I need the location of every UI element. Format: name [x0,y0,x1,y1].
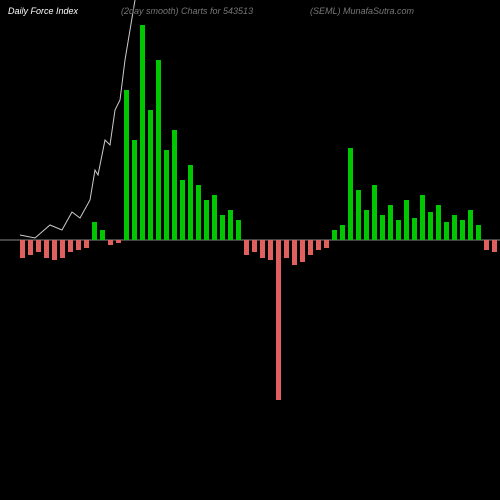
bar [76,240,81,250]
bar [460,220,465,240]
bar [444,222,449,240]
bar [196,185,201,240]
bar [308,240,313,255]
bar [436,205,441,240]
bar [252,240,257,252]
bar [452,215,457,240]
bar [388,205,393,240]
bar [180,180,185,240]
bar [60,240,65,258]
bar [372,185,377,240]
price-line [20,0,135,238]
bar [332,230,337,240]
bar [44,240,49,258]
bar [68,240,73,252]
bar [236,220,241,240]
header-left: Daily Force Index [8,6,78,16]
bar [484,240,489,250]
bar [188,165,193,240]
bar [244,240,249,255]
bar [212,195,217,240]
bar [260,240,265,258]
bar [428,212,433,240]
header-right: (SEML) MunafaSutra.com [310,6,414,16]
bar [204,200,209,240]
bar [20,240,25,258]
bar [284,240,289,258]
bar [220,215,225,240]
bar [316,240,321,250]
bar [124,90,129,240]
bar [228,210,233,240]
bar [292,240,297,265]
bar [172,130,177,240]
bar [92,222,97,240]
bar [476,225,481,240]
bar [108,240,113,245]
chart-header: Daily Force Index (2day smooth) Charts f… [0,6,500,20]
bar [52,240,57,260]
bar [420,195,425,240]
bar [468,210,473,240]
bar [340,225,345,240]
bar [156,60,161,240]
bars-group [20,25,500,400]
bar [324,240,329,248]
bar [276,240,281,400]
bar [348,148,353,240]
bar [116,240,121,243]
bar [300,240,305,262]
bar [140,25,145,240]
bar [412,218,417,240]
bar [36,240,41,252]
bar [380,215,385,240]
bar [404,200,409,240]
bar [396,220,401,240]
bar [268,240,273,260]
bar [164,150,169,240]
bar [364,210,369,240]
bar [148,110,153,240]
header-mid: (2day smooth) Charts for 543513 [121,6,253,16]
bar [28,240,33,255]
bar [356,190,361,240]
bar [84,240,89,248]
bar [100,230,105,240]
force-index-chart [0,0,500,500]
bar [492,240,497,252]
bar [132,140,137,240]
